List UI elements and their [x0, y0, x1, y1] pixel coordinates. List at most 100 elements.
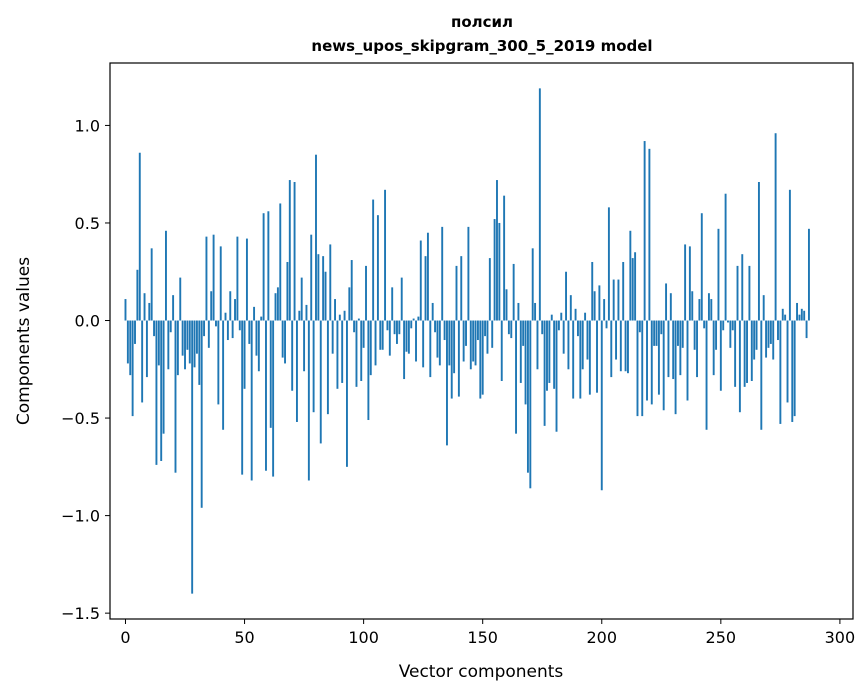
bars-group	[124, 88, 810, 594]
bar-component-100	[362, 320, 365, 348]
bar-component-196	[591, 261, 594, 321]
bar-component-138	[453, 320, 456, 374]
bar-component-14	[157, 320, 160, 366]
bar-component-130	[434, 320, 437, 333]
bar-component-93	[346, 320, 348, 467]
bar-component-231	[674, 320, 677, 415]
bar-component-261	[746, 320, 748, 383]
bar-component-250	[719, 320, 722, 391]
bar-component-146	[472, 320, 475, 362]
bar-component-168	[524, 320, 527, 405]
plot-frame	[109, 62, 854, 620]
bar-component-182	[557, 320, 560, 331]
x-tick-label: 100	[348, 628, 379, 647]
bar-component-210	[624, 320, 627, 372]
bar-component-128	[429, 320, 432, 378]
bar-component-89	[336, 320, 339, 389]
bar-component-145	[469, 320, 472, 370]
bar-component-206	[615, 320, 618, 360]
bar-component-187	[569, 295, 572, 321]
bar-component-217	[641, 320, 644, 417]
bar-component-235	[684, 244, 687, 321]
bar-component-180	[553, 320, 556, 389]
bar-component-71	[293, 182, 296, 321]
bar-component-3	[131, 320, 134, 417]
bar-component-153	[488, 258, 491, 321]
bar-component-61	[269, 320, 272, 428]
bar-component-98	[357, 318, 360, 321]
bar-component-37	[212, 234, 215, 321]
bar-component-188	[572, 320, 575, 399]
bar-component-134	[443, 320, 446, 341]
bar-component-143	[465, 320, 467, 346]
bar-component-229	[669, 293, 672, 321]
bar-component-120	[410, 320, 413, 329]
bar-component-111	[388, 320, 391, 356]
bar-component-208	[619, 320, 622, 372]
bar-component-67	[284, 320, 286, 364]
bar-component-26	[186, 320, 189, 350]
bar-component-178	[548, 320, 551, 383]
bar-component-129	[431, 302, 434, 321]
bar-component-142	[462, 320, 465, 362]
bar-component-256	[734, 320, 737, 387]
bar-component-44	[229, 291, 232, 321]
bar-component-199	[598, 285, 601, 321]
bar-component-17	[165, 230, 167, 321]
bar-component-51	[245, 238, 248, 321]
bar-component-106	[376, 215, 379, 321]
bar-component-135	[446, 320, 448, 446]
bar-component-246	[710, 299, 713, 321]
bar-component-170	[529, 320, 532, 489]
x-tick-label: 0	[120, 628, 130, 647]
bar-component-137	[450, 320, 453, 399]
bar-component-173	[536, 320, 539, 370]
bar-component-1	[126, 320, 129, 364]
bar-component-50	[243, 320, 246, 389]
bar-component-40	[219, 246, 222, 321]
bar-component-277	[784, 314, 787, 321]
bar-component-69	[288, 180, 291, 321]
x-axis: 0 50 100 150 200 250 300	[120, 619, 855, 647]
bar-component-65	[279, 203, 282, 321]
bar-component-88	[334, 299, 336, 321]
bar-component-76	[305, 304, 308, 321]
bar-component-108	[381, 320, 384, 350]
bar-component-205	[612, 279, 615, 321]
bar-component-46	[234, 299, 236, 321]
bar-component-193	[584, 312, 587, 321]
bar-component-20	[172, 295, 175, 321]
bar-component-79	[312, 320, 315, 413]
bar-component-102	[367, 320, 370, 421]
bar-component-156	[496, 180, 498, 321]
bar-component-279	[788, 189, 791, 321]
bar-component-172	[534, 302, 537, 321]
bar-component-207	[617, 279, 620, 321]
bar-component-158	[500, 320, 503, 381]
bar-component-222	[653, 320, 656, 346]
bar-component-179	[550, 314, 553, 321]
bar-component-75	[303, 320, 306, 372]
bar-component-144	[467, 226, 470, 321]
bar-component-201	[603, 299, 606, 321]
bar-component-209	[622, 261, 625, 321]
bar-component-189	[574, 308, 577, 321]
bar-component-255	[731, 320, 734, 331]
bar-component-270	[767, 320, 770, 348]
bar-component-95	[350, 260, 353, 321]
bar-component-92	[343, 310, 346, 321]
bar-component-247	[712, 320, 715, 376]
bar-component-149	[479, 320, 482, 399]
y-tick-label: 0.0	[75, 312, 100, 331]
bar-component-0	[124, 299, 127, 321]
bar-component-224	[657, 320, 660, 395]
bar-component-35	[207, 320, 210, 348]
bar-component-282	[796, 302, 798, 321]
bar-component-234	[681, 320, 684, 348]
bar-component-198	[596, 320, 598, 393]
bar-component-131	[436, 320, 439, 358]
bar-component-117	[403, 320, 406, 380]
bar-component-41	[222, 320, 225, 430]
bar-component-32	[200, 320, 203, 508]
